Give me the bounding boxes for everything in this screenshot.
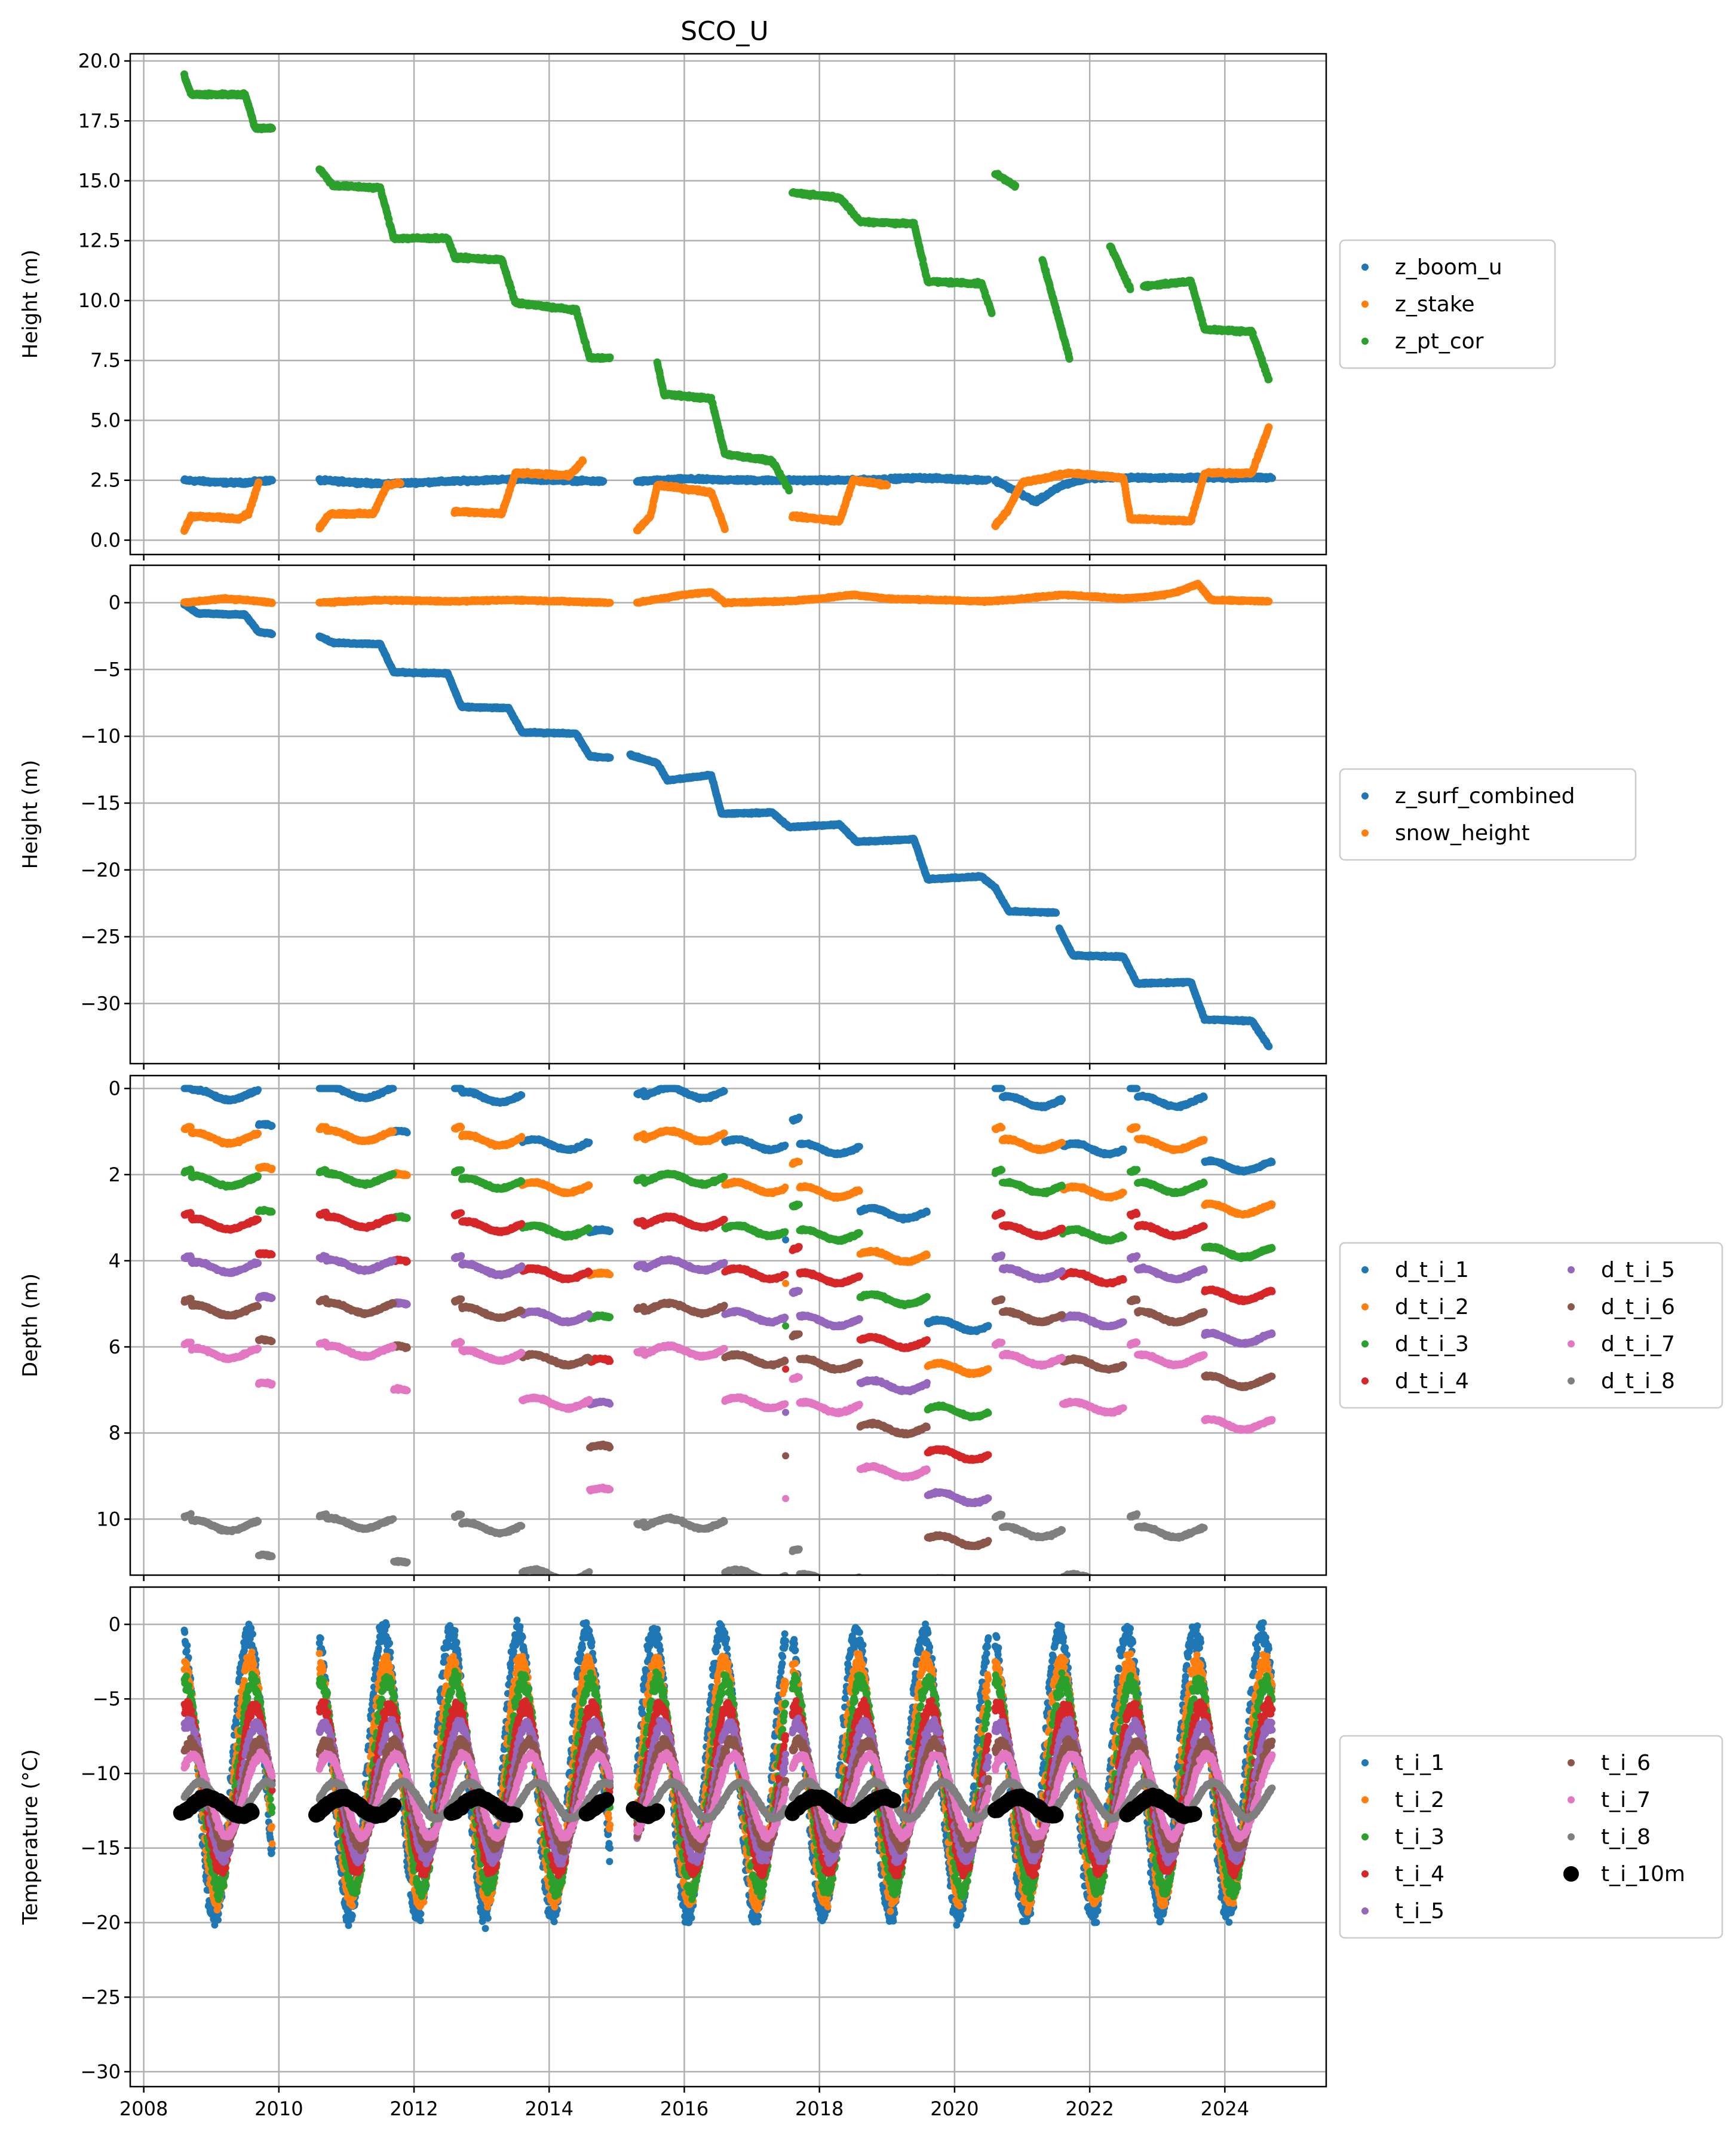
plot-area <box>180 70 1276 535</box>
y-tick-label: 12.5 <box>78 229 121 252</box>
y-tick-label: 15.0 <box>78 170 121 192</box>
data-point <box>579 457 587 465</box>
y-tick-label: 5.0 <box>90 409 121 431</box>
data-point <box>599 477 608 485</box>
data-point <box>254 478 263 486</box>
series-z_stake <box>180 423 1273 535</box>
y-axis-label: Height (m) <box>19 250 42 359</box>
data-point <box>1268 474 1276 482</box>
y-tick-label: 7.5 <box>90 349 121 372</box>
y-tick-label: 17.5 <box>78 109 121 132</box>
data-point <box>720 525 729 534</box>
data-point <box>606 353 614 362</box>
y-tick-label: 0.0 <box>90 529 121 552</box>
data-point <box>396 479 404 488</box>
y-tick-label: 10.0 <box>78 289 121 312</box>
chart-title: SCO_U <box>680 16 769 47</box>
panel-heights: 0.0 2.5 5.0 7.5 10.0 12.5 15.0 17.5 20.0 Height (… <box>19 50 1556 560</box>
data-point <box>268 124 276 133</box>
data-point <box>785 486 793 495</box>
data-point <box>1265 423 1273 431</box>
data-point <box>268 476 276 485</box>
data-point <box>883 481 891 489</box>
y-tick-label: 2.5 <box>90 469 121 492</box>
y-tick-label: 20.0 <box>78 50 121 72</box>
data-point <box>984 475 992 483</box>
series-z_pt_cor <box>180 70 1273 495</box>
